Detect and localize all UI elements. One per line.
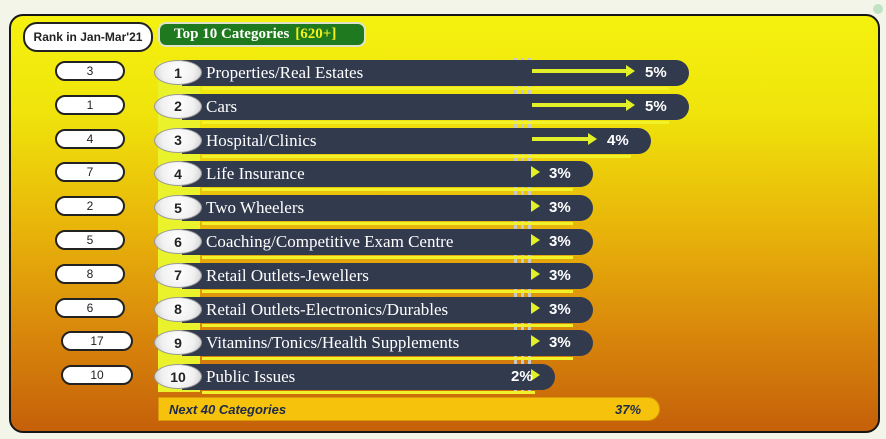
prev-rank-badge: 8 — [55, 263, 125, 284]
category-label: Cars — [206, 96, 238, 116]
category-label: Public Issues — [206, 367, 296, 387]
value-label: 3% — [549, 300, 571, 318]
bar — [182, 229, 593, 255]
bar-underline — [202, 120, 669, 124]
bar-underline — [202, 87, 669, 90]
trend-arrow — [532, 65, 635, 77]
bar-underline — [202, 222, 573, 226]
value-label: 4% — [607, 131, 629, 149]
rank-column-header: Rank in Jan-Mar'21 — [23, 22, 153, 52]
category-label: Coaching/Competitive Exam Centre — [206, 232, 454, 251]
prev-rank-badge: 17 — [61, 331, 133, 352]
value-label: 3% — [549, 233, 571, 250]
bar — [182, 296, 593, 323]
prev-rank-badge: 5 — [55, 230, 125, 250]
value-label: 5% — [645, 64, 667, 81]
trend-arrow — [532, 98, 635, 111]
position-badge: 10 — [154, 364, 202, 390]
bar — [182, 161, 593, 188]
prev-rank-badge: 2 — [55, 196, 125, 217]
prev-rank-badge: 6 — [55, 297, 125, 318]
prev-rank-badge: 3 — [55, 61, 125, 81]
bar-underline — [202, 188, 573, 192]
value-label: 5% — [645, 97, 667, 115]
corner-dot — [873, 4, 883, 14]
bar — [182, 364, 555, 391]
bar-underline — [202, 391, 535, 395]
category-label: Properties/Real Estates — [206, 63, 364, 82]
category-label: Retail Outlets-Electronics/Durables — [206, 299, 449, 319]
chart-title: Top 10 Categories [620+] — [158, 22, 366, 47]
category-label: Hospital/Clinics — [206, 130, 317, 150]
value-label: 3% — [549, 334, 571, 352]
bar-underline — [202, 323, 573, 327]
value-label: 3% — [549, 165, 571, 183]
next-categories-value: 37% — [615, 402, 642, 417]
position-badge: 2 — [154, 93, 202, 119]
position-badge: 6 — [154, 229, 202, 254]
bar-underline — [202, 357, 573, 361]
bar — [182, 195, 593, 222]
position-badge: 4 — [154, 161, 202, 187]
value-label: 3% — [549, 199, 571, 217]
category-label: Two Wheelers — [206, 198, 305, 218]
value-label: 2% — [511, 368, 533, 386]
position-badge: 3 — [154, 127, 202, 153]
category-label: Vitamins/Tonics/Health Supplements — [206, 333, 460, 353]
prev-rank-badge: 10 — [61, 365, 133, 386]
position-badge: 9 — [154, 330, 202, 356]
prev-rank-badge: 4 — [55, 128, 125, 149]
title-count: [620+] — [295, 26, 337, 42]
category-label: Life Insurance — [206, 164, 305, 184]
position-badge: 5 — [154, 195, 202, 221]
next-categories-label: Next 40 Categories — [169, 402, 287, 417]
bar — [182, 127, 651, 154]
prev-rank-badge: 1 — [55, 94, 125, 115]
position-badge: 8 — [154, 296, 202, 322]
bar-underline — [202, 289, 573, 293]
position-badge: 7 — [154, 262, 202, 288]
prev-rank-badge: 7 — [55, 162, 125, 183]
category-label: Retail Outlets-Jewellers — [206, 265, 369, 285]
bar-underline — [202, 256, 573, 259]
bar — [182, 60, 689, 86]
bar — [182, 262, 593, 289]
bar — [182, 330, 593, 357]
value-label: 3% — [549, 266, 571, 284]
bar — [182, 93, 689, 120]
next-categories-bar: Next 40 Categories 37% — [158, 397, 660, 421]
bar-underline — [202, 154, 631, 158]
position-badge: 1 — [154, 60, 202, 85]
trend-arrow — [532, 132, 597, 145]
title-text: Top 10 Categories — [174, 26, 290, 42]
